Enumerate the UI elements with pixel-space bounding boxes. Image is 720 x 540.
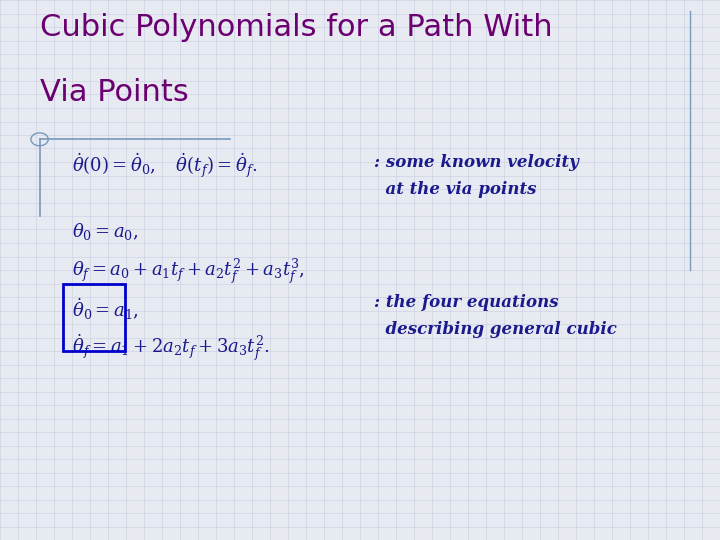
Text: $\theta_0 = a_0,$: $\theta_0 = a_0,$ — [72, 221, 138, 242]
Text: : some known velocity: : some known velocity — [374, 154, 579, 171]
Text: Cubic Polynomials for a Path With: Cubic Polynomials for a Path With — [40, 14, 552, 43]
Text: Via Points: Via Points — [40, 78, 189, 107]
Text: at the via points: at the via points — [374, 181, 537, 198]
Text: $\theta_f = a_0 + a_1 t_f + a_2 t_f^2 + a_3 t_f^3,$: $\theta_f = a_0 + a_1 t_f + a_2 t_f^2 + … — [72, 256, 305, 286]
Text: describing general cubic: describing general cubic — [374, 321, 617, 338]
Text: $\dot{\theta}_0 = a_1,$: $\dot{\theta}_0 = a_1,$ — [72, 297, 139, 322]
Text: $\dot{\theta}(0) = \dot{\theta}_0, \quad \dot{\theta}(t_f) = \dot{\theta}_f.$: $\dot{\theta}(0) = \dot{\theta}_0, \quad… — [72, 151, 258, 180]
Text: : the four equations: : the four equations — [374, 294, 559, 311]
Text: $\dot{\theta}_f = a_1 + 2a_2 t_f + 3a_3 t_f^2.$: $\dot{\theta}_f = a_1 + 2a_2 t_f + 3a_3 … — [72, 332, 270, 363]
